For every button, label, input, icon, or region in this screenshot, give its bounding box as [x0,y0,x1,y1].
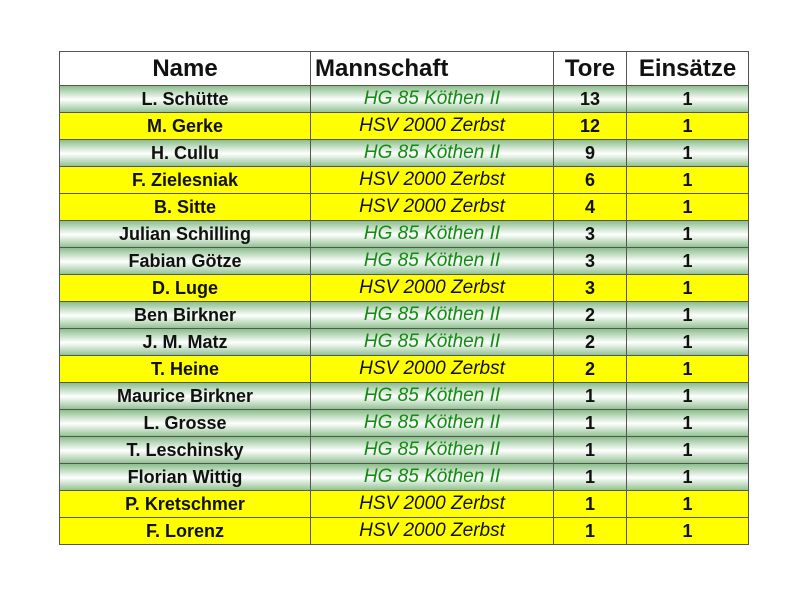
goals: 2 [553,328,627,356]
player-name: P. Kretschmer [59,490,311,518]
games: 1 [626,355,749,383]
team-header: Mannschaft [310,51,554,86]
team: HG 85 Köthen II [310,409,554,437]
games: 1 [626,112,749,140]
team: HSV 2000 Zerbst [310,166,554,194]
goals: 2 [553,355,627,383]
goals: 1 [553,436,627,464]
team: HG 85 Köthen II [310,436,554,464]
player-row: F. Zielesniak HSV 2000 Zerbst 6 1 [59,166,749,194]
games: 1 [626,490,749,518]
goals: 1 [553,463,627,491]
games: 1 [626,193,749,221]
games: 1 [626,139,749,167]
goals: 2 [553,301,627,329]
player-name: D. Luge [59,274,311,302]
goals: 6 [553,166,627,194]
games: 1 [626,463,749,491]
team: HG 85 Köthen II [310,301,554,329]
player-row: T. Leschinsky HG 85 Köthen II 1 1 [59,436,749,464]
player-name: H. Cullu [59,139,311,167]
player-name: Fabian Götze [59,247,311,275]
name-header: Name [59,51,311,86]
player-row: Ben Birkner HG 85 Köthen II 2 1 [59,301,749,329]
team: HG 85 Köthen II [310,247,554,275]
games-header: Einsätze [626,51,749,86]
team: HG 85 Köthen II [310,139,554,167]
player-name: F. Zielesniak [59,166,311,194]
goals: 3 [553,247,627,275]
goals: 1 [553,517,627,545]
player-row: T. Heine HSV 2000 Zerbst 2 1 [59,355,749,383]
games: 1 [626,301,749,329]
team: HG 85 Köthen II [310,463,554,491]
player-row: J. M. Matz HG 85 Köthen II 2 1 [59,328,749,356]
team: HSV 2000 Zerbst [310,355,554,383]
player-row: Maurice Birkner HG 85 Köthen II 1 1 [59,382,749,410]
player-row: H. Cullu HG 85 Köthen II 9 1 [59,139,749,167]
player-name: T. Leschinsky [59,436,311,464]
goals-header: Tore [553,51,627,86]
goals: 13 [553,85,627,113]
player-name: Florian Wittig [59,463,311,491]
player-row: P. Kretschmer HSV 2000 Zerbst 1 1 [59,490,749,518]
scorer-table: Name Mannschaft Tore Einsätze L. Schütte HG … [59,51,749,545]
player-row: L. Schütte HG 85 Köthen II 13 1 [59,85,749,113]
table-wrap: Name Mannschaft Tore Einsätze L. Schütte HG … [59,51,749,545]
goals: 1 [553,382,627,410]
player-name: Julian Schilling [59,220,311,248]
goals: 12 [553,112,627,140]
games: 1 [626,274,749,302]
player-name: M. Gerke [59,112,311,140]
team: HSV 2000 Zerbst [310,490,554,518]
player-name: L. Schütte [59,85,311,113]
games: 1 [626,220,749,248]
games: 1 [626,517,749,545]
player-name: Maurice Birkner [59,382,311,410]
header-row: Name Mannschaft Tore Einsätze [59,51,749,86]
team: HG 85 Köthen II [310,328,554,356]
games: 1 [626,166,749,194]
goals: 9 [553,139,627,167]
goals: 4 [553,193,627,221]
player-row: L. Grosse HG 85 Köthen II 1 1 [59,409,749,437]
player-row: Julian Schilling HG 85 Köthen II 3 1 [59,220,749,248]
games: 1 [626,85,749,113]
team: HSV 2000 Zerbst [310,193,554,221]
games: 1 [626,328,749,356]
team: HSV 2000 Zerbst [310,274,554,302]
team: HG 85 Köthen II [310,220,554,248]
player-name: B. Sitte [59,193,311,221]
goals: 1 [553,409,627,437]
player-row: F. Lorenz HSV 2000 Zerbst 1 1 [59,517,749,545]
player-name: L. Grosse [59,409,311,437]
games: 1 [626,247,749,275]
goals: 1 [553,490,627,518]
goals: 3 [553,274,627,302]
player-name: J. M. Matz [59,328,311,356]
player-name: F. Lorenz [59,517,311,545]
team: HG 85 Köthen II [310,382,554,410]
team: HSV 2000 Zerbst [310,112,554,140]
table-body: L. Schütte HG 85 Köthen II 13 1 M. Gerke HSV … [59,85,749,545]
games: 1 [626,409,749,437]
games: 1 [626,382,749,410]
team: HG 85 Köthen II [310,85,554,113]
team: HSV 2000 Zerbst [310,517,554,545]
player-row: D. Luge HSV 2000 Zerbst 3 1 [59,274,749,302]
player-row: M. Gerke HSV 2000 Zerbst 12 1 [59,112,749,140]
player-row: Fabian Götze HG 85 Köthen II 3 1 [59,247,749,275]
goals: 3 [553,220,627,248]
games: 1 [626,436,749,464]
player-name: Ben Birkner [59,301,311,329]
player-name: T. Heine [59,355,311,383]
player-row: B. Sitte HSV 2000 Zerbst 4 1 [59,193,749,221]
player-row: Florian Wittig HG 85 Köthen II 1 1 [59,463,749,491]
